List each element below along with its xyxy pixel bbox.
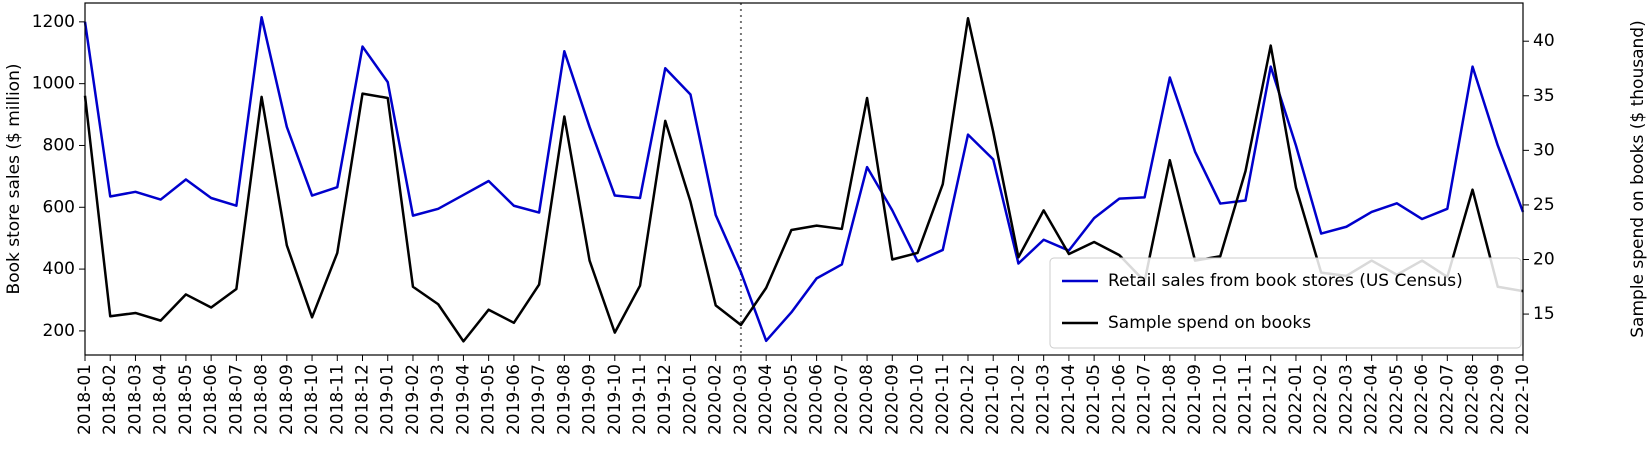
x-tick-label: 2018-05 xyxy=(176,364,196,435)
y2-tick-label: 25 xyxy=(1533,195,1555,215)
legend-label: Sample spend on books xyxy=(1108,313,1311,333)
x-tick-label: 2021-12 xyxy=(1261,364,1281,435)
x-tick-label: 2019-08 xyxy=(554,364,574,435)
x-tick-label: 2020-03 xyxy=(731,364,751,435)
x-tick-label: 2018-12 xyxy=(353,364,373,435)
x-tick-label: 2018-09 xyxy=(277,364,297,435)
x-tick-label: 2018-10 xyxy=(302,364,322,435)
x-tick-label: 2020-04 xyxy=(756,364,776,435)
x-tick-label: 2019-05 xyxy=(479,364,499,435)
x-tick-label: 2022-08 xyxy=(1463,364,1483,435)
x-tick-label: 2019-09 xyxy=(580,364,600,435)
x-tick-label: 2020-06 xyxy=(807,364,827,435)
x-tick-label: 2021-07 xyxy=(1135,364,1155,435)
x-tick-label: 2019-03 xyxy=(428,364,448,435)
x-tick-label: 2018-11 xyxy=(327,364,347,435)
x-tick-label: 2021-09 xyxy=(1185,364,1205,435)
x-tick-label: 2022-07 xyxy=(1437,364,1457,435)
x-tick-label: 2021-11 xyxy=(1235,364,1255,435)
y2-tick-label: 40 xyxy=(1533,31,1555,51)
x-tick-label: 2018-01 xyxy=(75,364,95,435)
x-tick-label: 2018-04 xyxy=(151,364,171,435)
x-tick-label: 2020-12 xyxy=(958,364,978,435)
x-tick-label: 2018-03 xyxy=(125,364,145,435)
y-tick-label: 1000 xyxy=(32,74,75,94)
y-tick-label: 400 xyxy=(43,259,75,279)
y-tick-label: 1200 xyxy=(32,12,75,32)
x-tick-label: 2022-10 xyxy=(1513,364,1533,435)
x-tick-label: 2019-06 xyxy=(504,364,524,435)
legend-label: Retail sales from book stores (US Census… xyxy=(1108,271,1463,291)
x-tick-label: 2020-10 xyxy=(908,364,928,435)
plot-frame xyxy=(84,2,1524,356)
y-tick-label: 800 xyxy=(43,135,75,155)
x-tick-label: 2021-06 xyxy=(1109,364,1129,435)
x-tick-label: 2022-05 xyxy=(1387,364,1407,435)
x-tick-label: 2022-09 xyxy=(1488,364,1508,435)
y-tick-label: 600 xyxy=(43,197,75,217)
x-tick-label: 2019-11 xyxy=(630,364,650,435)
x-tick-label: 2022-03 xyxy=(1336,364,1356,435)
x-tick-label: 2020-09 xyxy=(882,364,902,435)
x-tick-label: 2021-10 xyxy=(1210,364,1230,435)
x-tick-label: 2019-12 xyxy=(655,364,675,435)
y2-tick-label: 35 xyxy=(1533,86,1555,106)
x-tick-label: 2019-01 xyxy=(378,364,398,435)
x-tick-label: 2022-01 xyxy=(1286,364,1306,435)
x-tick-label: 2019-04 xyxy=(453,364,473,435)
x-tick-label: 2021-04 xyxy=(1059,364,1079,435)
x-tick-label: 2020-02 xyxy=(706,364,726,435)
x-tick-label: 2020-07 xyxy=(832,364,852,435)
x-tick-label: 2020-01 xyxy=(680,364,700,435)
x-tick-label: 2022-06 xyxy=(1412,364,1432,435)
y2-tick-label: 20 xyxy=(1533,249,1555,269)
x-tick-label: 2018-07 xyxy=(226,364,246,435)
y-axis-label: Book store sales ($ million) xyxy=(4,64,24,295)
x-tick-label: 2022-04 xyxy=(1362,364,1382,435)
x-tick-label: 2020-05 xyxy=(781,364,801,435)
x-tick-label: 2018-08 xyxy=(252,364,272,435)
legend: Retail sales from book stores (US Census… xyxy=(1049,257,1522,349)
x-tick-label: 2019-07 xyxy=(529,364,549,435)
x-tick-label: 2019-02 xyxy=(403,364,423,435)
x-tick-label: 2021-03 xyxy=(1034,364,1054,435)
x-tick-label: 2018-06 xyxy=(201,364,221,435)
x-tick-label: 2021-01 xyxy=(983,364,1003,435)
legend-box xyxy=(1049,257,1522,349)
x-tick-label: 2021-08 xyxy=(1160,364,1180,435)
y-tick-label: 200 xyxy=(43,321,75,341)
x-tick-label: 2021-02 xyxy=(1008,364,1028,435)
x-tick-label: 2020-08 xyxy=(857,364,877,435)
y2-axis-label: Sample spend on books ($ thousand) xyxy=(1628,20,1648,337)
x-tick-label: 2019-10 xyxy=(605,364,625,435)
y2-tick-label: 15 xyxy=(1533,304,1555,324)
x-tick-label: 2021-05 xyxy=(1084,364,1104,435)
series-line xyxy=(83,17,1524,343)
series-line xyxy=(83,15,1525,343)
x-tick-label: 2018-02 xyxy=(100,364,120,435)
y2-tick-label: 30 xyxy=(1533,140,1555,160)
x-tick-label: 2022-02 xyxy=(1311,364,1331,435)
x-tick-label: 2020-11 xyxy=(933,364,953,435)
